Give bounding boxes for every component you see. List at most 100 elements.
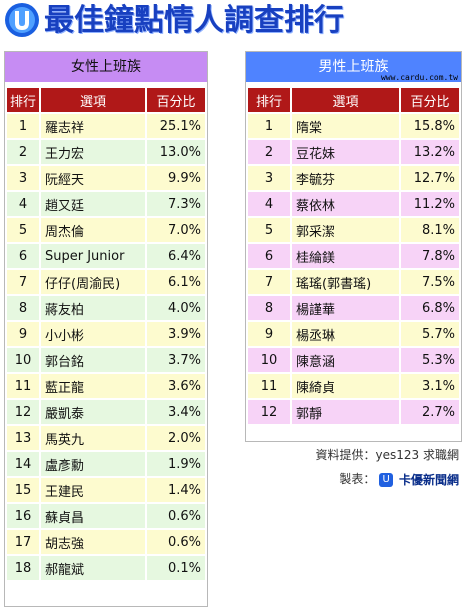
pct-cell: 7.3% (147, 192, 205, 216)
name-cell: 李毓芬 (292, 166, 399, 190)
table-row: 10 陳意涵 5.3% (248, 348, 459, 372)
rank-cell: 3 (7, 166, 39, 190)
pct-cell: 2.7% (401, 400, 459, 424)
table-row: 12 郭靜 2.7% (248, 400, 459, 424)
pct-cell: 8.1% (401, 218, 459, 242)
pct-cell: 7.0% (147, 218, 205, 242)
table-row: 14 盧彥勳 1.9% (7, 452, 205, 476)
column-header-rank: 排行 (248, 88, 290, 112)
pct-cell: 7.5% (401, 270, 459, 294)
table-row: 4 蔡依林 11.2% (248, 192, 459, 216)
column-header-rank: 排行 (7, 88, 39, 112)
pct-cell: 3.1% (401, 374, 459, 398)
column-header-pct: 百分比 (147, 88, 205, 112)
table-row: 9 楊丞琳 5.7% (248, 322, 459, 346)
name-cell: 王力宏 (41, 140, 145, 164)
maker-credit: 製表： U 卡優新聞網 (339, 470, 459, 488)
rank-cell: 8 (248, 296, 290, 320)
male-panel-header-label: 男性上班族 (318, 59, 389, 75)
rank-cell: 13 (7, 426, 39, 450)
table-row: 1 隋棠 15.8% (248, 114, 459, 138)
column-header-name: 選項 (292, 88, 399, 112)
rank-cell: 11 (7, 374, 39, 398)
pct-cell: 6.4% (147, 244, 205, 268)
name-cell: 小小彬 (41, 322, 145, 346)
rank-cell: 17 (7, 530, 39, 554)
pct-cell: 5.7% (401, 322, 459, 346)
table-row: 5 周杰倫 7.0% (7, 218, 205, 242)
name-cell: 蘇貞昌 (41, 504, 145, 528)
table-row: 7 瑤瑤(郭書瑤) 7.5% (248, 270, 459, 294)
male-ranking-panel: 男性上班族 www.cardu.com.tw 排行 選項 百分比 1 隋棠 15.8… (245, 51, 462, 442)
table-row: 17 胡志強 0.6% (7, 530, 205, 554)
table-row: 18 郝龍斌 0.1% (7, 556, 205, 580)
name-cell: 桂綸鎂 (292, 244, 399, 268)
pct-cell: 0.6% (147, 504, 205, 528)
name-cell: 陳意涵 (292, 348, 399, 372)
name-cell: 王建民 (41, 478, 145, 502)
name-cell: 胡志強 (41, 530, 145, 554)
rank-cell: 8 (7, 296, 39, 320)
rank-cell: 2 (248, 140, 290, 164)
table-header-row: 排行 選項 百分比 (248, 88, 459, 112)
table-row: 11 藍正龍 3.6% (7, 374, 205, 398)
name-cell: 楊謹華 (292, 296, 399, 320)
pct-cell: 0.6% (147, 530, 205, 554)
name-cell: 郭靜 (292, 400, 399, 424)
table-row: 3 李毓芬 12.7% (248, 166, 459, 190)
rank-cell: 3 (248, 166, 290, 190)
pct-cell: 13.0% (147, 140, 205, 164)
rank-cell: 9 (248, 322, 290, 346)
pct-cell: 5.3% (401, 348, 459, 372)
maker-name: 卡優新聞網 (398, 473, 459, 487)
name-cell: 蔣友柏 (41, 296, 145, 320)
rank-cell: 5 (248, 218, 290, 242)
name-cell: 周杰倫 (41, 218, 145, 242)
rank-cell: 6 (7, 244, 39, 268)
table-header-row: 排行 選項 百分比 (7, 88, 205, 112)
pct-cell: 12.7% (401, 166, 459, 190)
table-row: 12 嚴凱泰 3.4% (7, 400, 205, 424)
name-cell: 楊丞琳 (292, 322, 399, 346)
rank-cell: 4 (7, 192, 39, 216)
rank-cell: 15 (7, 478, 39, 502)
cardu-logo-icon (5, 3, 39, 37)
column-header-name: 選項 (41, 88, 145, 112)
table-row: 11 陳綺貞 3.1% (248, 374, 459, 398)
pct-cell: 11.2% (401, 192, 459, 216)
pct-cell: 9.9% (147, 166, 205, 190)
pct-cell: 3.4% (147, 400, 205, 424)
rank-cell: 10 (7, 348, 39, 372)
table-row: 8 蔣友柏 4.0% (7, 296, 205, 320)
maker-label: 製表： (339, 472, 376, 486)
rank-cell: 7 (7, 270, 39, 294)
pct-cell: 3.7% (147, 348, 205, 372)
pct-cell: 3.9% (147, 322, 205, 346)
name-cell: 蔡依林 (292, 192, 399, 216)
table-row: 1 羅志祥 25.1% (7, 114, 205, 138)
name-cell: 豆花妹 (292, 140, 399, 164)
pct-cell: 15.8% (401, 114, 459, 138)
table-row: 4 趙又廷 7.3% (7, 192, 205, 216)
pct-cell: 3.6% (147, 374, 205, 398)
rank-cell: 18 (7, 556, 39, 580)
pct-cell: 0.1% (147, 556, 205, 580)
rank-cell: 11 (248, 374, 290, 398)
name-cell: 陳綺貞 (292, 374, 399, 398)
name-cell: 阮經天 (41, 166, 145, 190)
male-ranking-table: 排行 選項 百分比 1 隋棠 15.8% 2 豆花妹 13.2% 3 李毓芬 12.7% 4 蔡依林… (246, 86, 461, 426)
table-row: 7 仔仔(周渝民) 6.1% (7, 270, 205, 294)
name-cell: 郭采潔 (292, 218, 399, 242)
table-row: 8 楊謹華 6.8% (248, 296, 459, 320)
table-row: 3 阮經天 9.9% (7, 166, 205, 190)
rank-cell: 12 (7, 400, 39, 424)
name-cell: 馬英九 (41, 426, 145, 450)
rank-cell: 9 (7, 322, 39, 346)
table-row: 6 Super Junior 6.4% (7, 244, 205, 268)
female-ranking-table: 排行 選項 百分比 1 羅志祥 25.1% 2 王力宏 13.0% 3 阮經天 9.9% 4 趙又廷… (5, 86, 207, 582)
name-cell: 郭台銘 (41, 348, 145, 372)
pct-cell: 1.4% (147, 478, 205, 502)
name-cell: 郝龍斌 (41, 556, 145, 580)
rank-cell: 4 (248, 192, 290, 216)
name-cell: 隋棠 (292, 114, 399, 138)
